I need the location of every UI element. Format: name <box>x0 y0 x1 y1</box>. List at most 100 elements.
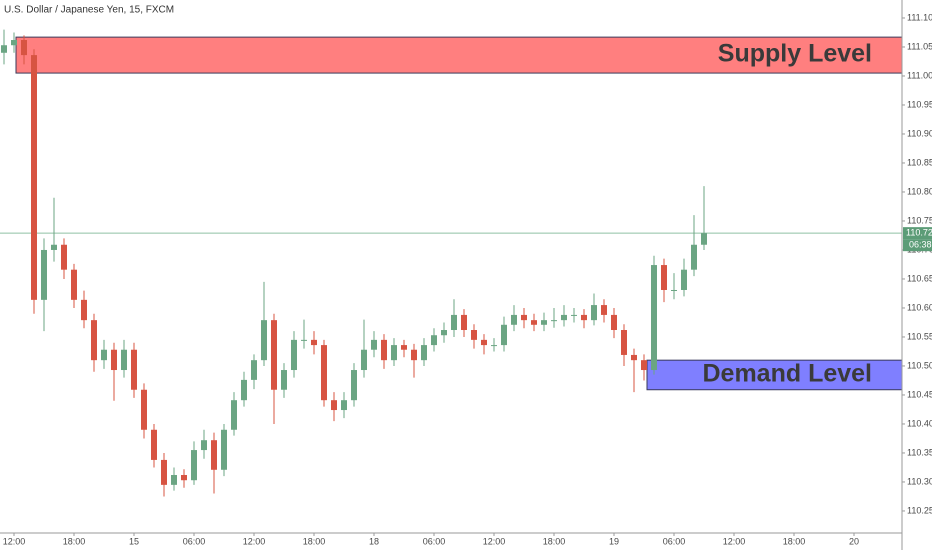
candle-body <box>341 400 347 411</box>
x-tick-label: 06:00 <box>663 536 686 546</box>
price-label: 110.729 <box>906 228 932 238</box>
y-tick-label: 110.250 <box>907 505 932 515</box>
y-tick-label: 110.600 <box>907 302 932 312</box>
candle-body <box>521 314 527 321</box>
candle-body <box>91 320 97 361</box>
zone-label: Demand Level <box>702 360 872 388</box>
candle-body <box>221 429 227 470</box>
x-tick-label: 12:00 <box>483 536 506 546</box>
y-tick-label: 110.800 <box>907 186 932 196</box>
candle-body <box>371 339 377 350</box>
candle-body <box>231 400 237 430</box>
candle-body <box>291 339 297 371</box>
x-tick-label: 12:00 <box>243 536 266 546</box>
candle-body <box>411 349 417 361</box>
y-tick-label: 111.100 <box>907 12 932 22</box>
candle-body <box>171 475 177 485</box>
y-tick-label: 110.400 <box>907 418 932 428</box>
x-tick-label: 18:00 <box>783 536 806 546</box>
candle-body <box>631 354 637 361</box>
candle-body <box>491 345 497 347</box>
zone-label: Supply Level <box>718 40 872 68</box>
candle-body <box>311 339 317 346</box>
candle-body <box>151 429 157 460</box>
candle-body <box>441 330 447 336</box>
chart-title: U.S. Dollar / Japanese Yen, 15, FXCM <box>4 5 174 16</box>
y-tick-label: 110.850 <box>907 157 932 167</box>
x-tick-label: 18:00 <box>543 536 566 546</box>
candle-body <box>501 324 507 346</box>
y-tick-label: 111.050 <box>907 41 932 51</box>
candle-body <box>241 379 247 401</box>
candle-body <box>271 320 277 390</box>
candle-body <box>101 349 107 361</box>
x-tick-label: 06:00 <box>423 536 446 546</box>
price-label-box <box>903 227 932 240</box>
candle-body <box>691 244 697 270</box>
candle-body <box>131 349 137 390</box>
zone <box>15 36 903 74</box>
candle-body <box>401 345 407 350</box>
x-tick-label: 18:00 <box>303 536 326 546</box>
candle-body <box>281 370 287 390</box>
candle-body <box>361 349 367 371</box>
x-tick-label: 12:00 <box>723 536 746 546</box>
candle-body <box>201 440 207 451</box>
y-tick-label: 110.500 <box>907 360 932 370</box>
candle-body <box>71 269 77 300</box>
x-tick-label: 19 <box>609 536 619 546</box>
countdown-box <box>903 239 932 252</box>
candle-body <box>681 269 687 290</box>
x-tick-label: 06:00 <box>183 536 206 546</box>
candle-body <box>601 305 607 315</box>
zone <box>646 359 903 391</box>
candle-body <box>611 314 617 331</box>
candle-body <box>461 314 467 331</box>
candle-body <box>541 320 547 325</box>
candle-body <box>641 360 647 371</box>
candle-body <box>301 339 307 341</box>
candle-body <box>651 265 657 371</box>
candle-body <box>431 335 437 346</box>
plot-area: Supply Level Demand Level <box>0 29 903 497</box>
candle-body <box>331 400 337 411</box>
candle-body <box>471 330 477 340</box>
candle-body <box>61 244 67 270</box>
x-tick-label: 18:00 <box>63 536 86 546</box>
candle-body <box>381 339 387 361</box>
candle-body <box>321 345 327 401</box>
candle-body <box>141 389 147 430</box>
candle-body <box>181 475 187 481</box>
candle-body <box>81 299 87 321</box>
candle-body <box>661 265 667 290</box>
candle-body <box>11 40 17 46</box>
candle-body <box>51 244 57 250</box>
candle-body <box>591 305 597 321</box>
candle-body <box>0 45 7 53</box>
candle-body <box>111 349 117 371</box>
candle-body <box>211 440 217 470</box>
candle-body <box>451 314 457 331</box>
y-tick-label: 110.900 <box>907 128 932 138</box>
candle-body <box>561 314 567 321</box>
candle-body <box>161 459 167 485</box>
candle-body <box>581 314 587 321</box>
candle-body <box>21 40 27 56</box>
candle-body <box>551 320 557 322</box>
candle-body <box>421 345 427 361</box>
x-tick-label: 18 <box>369 536 379 546</box>
y-tick-label: 110.350 <box>907 447 932 457</box>
y-tick-label: 110.550 <box>907 331 932 341</box>
candle-body <box>701 233 707 245</box>
candle-body <box>191 450 197 481</box>
candle-body <box>621 330 627 355</box>
y-tick-label: 110.650 <box>907 273 932 283</box>
candle-body <box>251 360 257 380</box>
y-tick-label: 110.450 <box>907 389 932 399</box>
y-tick-label: 110.300 <box>907 476 932 486</box>
countdown: 06:38 <box>909 240 932 250</box>
candle-body <box>391 345 397 361</box>
candle-body <box>121 349 127 371</box>
